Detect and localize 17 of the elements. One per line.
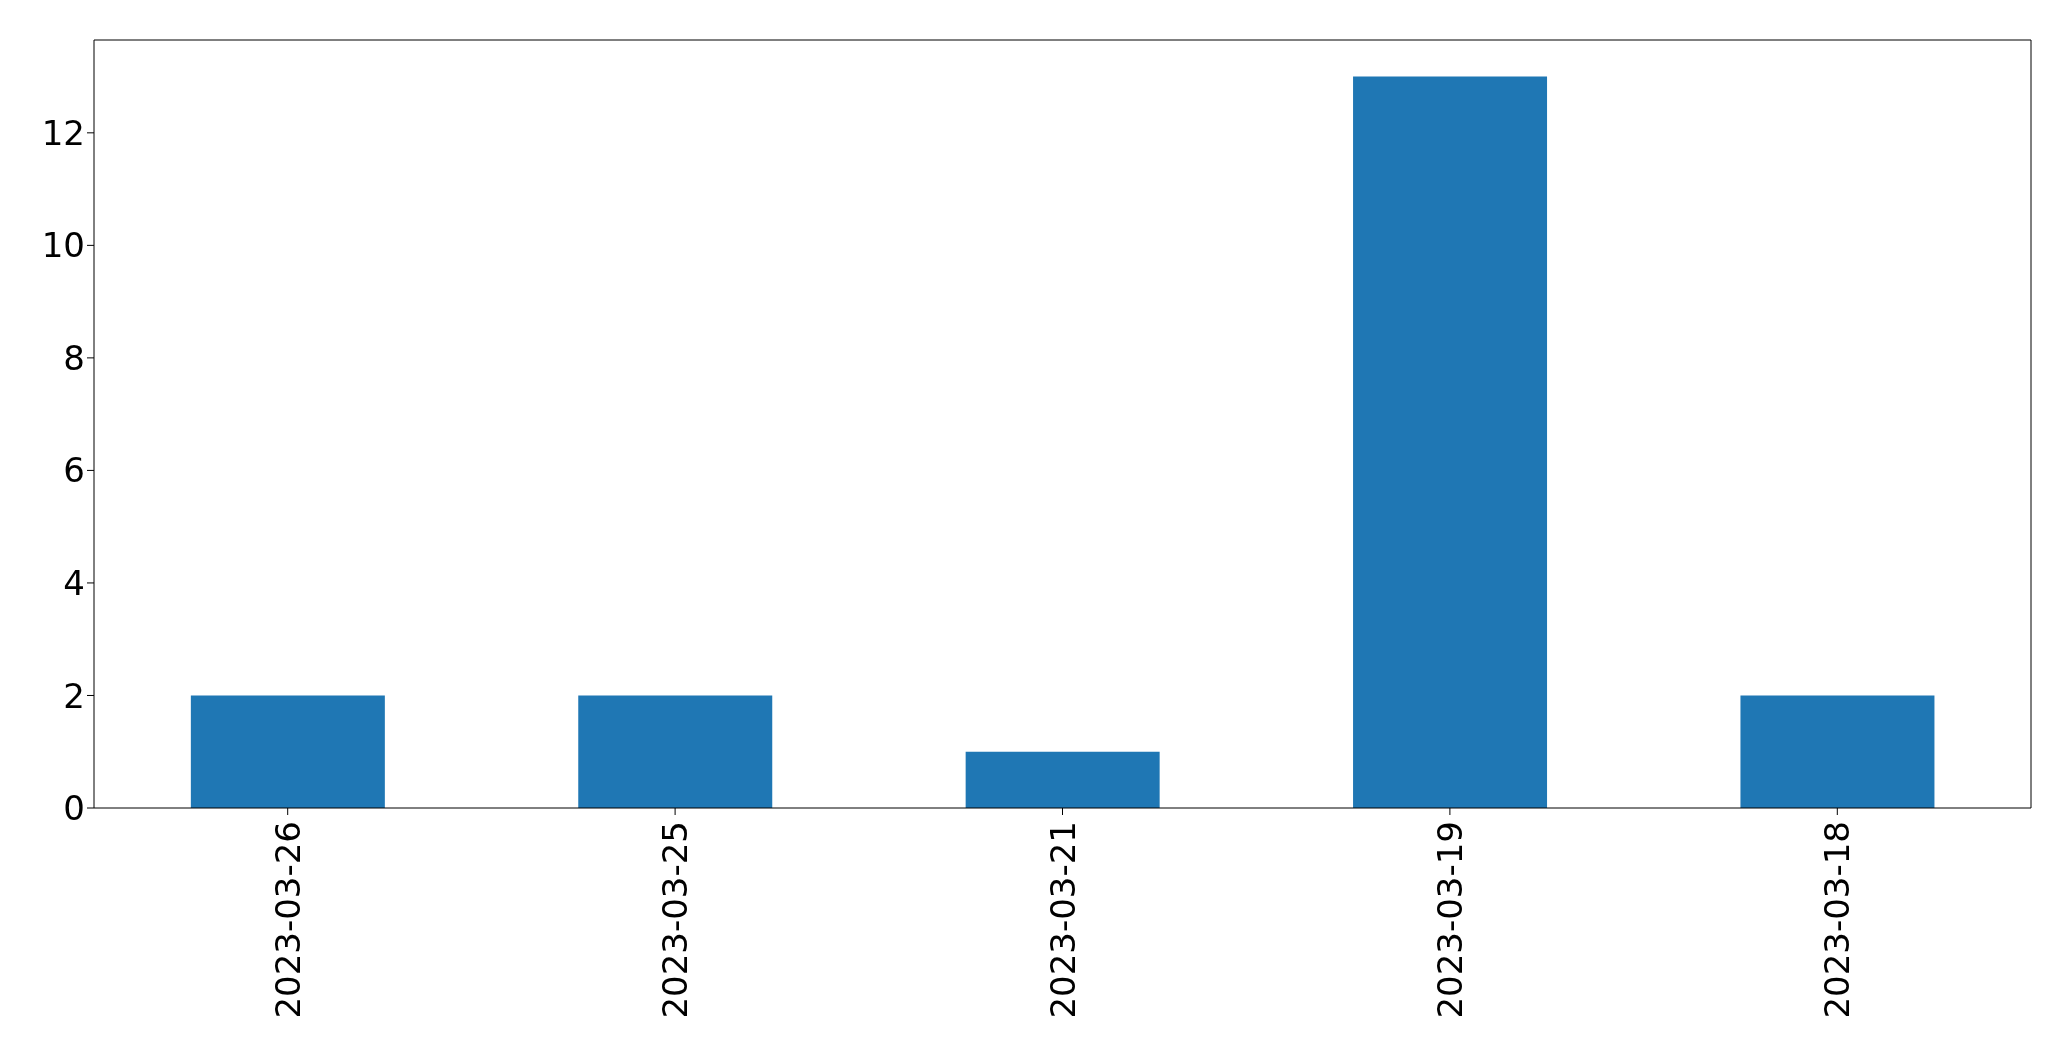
bar bbox=[1740, 695, 1935, 808]
x-tick-label: 2023-03-21 bbox=[1042, 821, 1083, 1019]
y-tick-label: 6 bbox=[63, 450, 85, 491]
y-tick-label: 12 bbox=[41, 112, 85, 153]
x-tick-label: 2023-03-18 bbox=[1817, 821, 1858, 1019]
y-tick-label: 0 bbox=[63, 788, 85, 829]
y-tick-label: 2 bbox=[63, 675, 85, 716]
bar bbox=[578, 695, 773, 808]
bar bbox=[190, 695, 385, 808]
y-tick-label: 4 bbox=[63, 563, 85, 604]
x-tick-label: 2023-03-25 bbox=[655, 821, 696, 1019]
bar bbox=[1353, 76, 1548, 808]
y-tick-label: 8 bbox=[63, 337, 85, 378]
x-tick-label: 2023-03-26 bbox=[267, 821, 308, 1019]
y-tick-label: 10 bbox=[41, 225, 85, 266]
x-tick-label: 2023-03-19 bbox=[1429, 821, 1470, 1019]
bar bbox=[965, 751, 1160, 808]
